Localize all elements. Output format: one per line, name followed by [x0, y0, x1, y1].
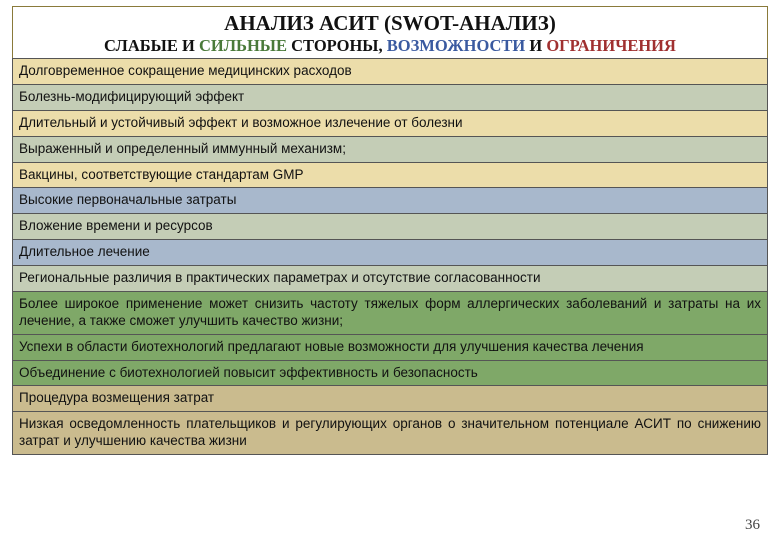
table-cell: Успехи в области биотехнологий предлагаю…	[13, 334, 768, 360]
table-row: Более широкое применение может снизить ч…	[13, 291, 768, 334]
table-row: Болезнь-модифицирующий эффект	[13, 84, 768, 110]
table-row: Успехи в области биотехнологий предлагаю…	[13, 334, 768, 360]
subtitle-sep1: И	[178, 36, 199, 55]
table-row: Вакцины, соответствующие стандартам GMP	[13, 162, 768, 188]
table-row: Региональные различия в практических пар…	[13, 266, 768, 292]
table-cell: Долговременное сокращение медицинских ра…	[13, 59, 768, 85]
table-row: Длительный и устойчивый эффект и возможн…	[13, 110, 768, 136]
table-cell: Длительный и устойчивый эффект и возможн…	[13, 110, 768, 136]
table-cell: Высокие первоначальные затраты	[13, 188, 768, 214]
table-row: Высокие первоначальные затраты	[13, 188, 768, 214]
table-row: Объединение с биотехнологией повысит эфф…	[13, 360, 768, 386]
sub-title: СЛАБЫЕ И СИЛЬНЫЕ СТОРОНЫ, ВОЗМОЖНОСТИ И …	[19, 36, 761, 56]
table-row: Долговременное сокращение медицинских ра…	[13, 59, 768, 85]
table-row: Вложение времени и ресурсов	[13, 214, 768, 240]
subtitle-strong: СИЛЬНЫЕ	[199, 36, 287, 55]
table-cell: Длительное лечение	[13, 240, 768, 266]
page-number: 36	[745, 517, 760, 534]
table-cell: Выраженный и определенный иммунный механ…	[13, 136, 768, 162]
table-row: Длительное лечение	[13, 240, 768, 266]
subtitle-sep2: И	[525, 36, 546, 55]
table-cell: Процедура возмещения затрат	[13, 386, 768, 412]
table-row: Низкая осведомленность плательщиков и ре…	[13, 412, 768, 455]
subtitle-threat: ОГРАНИЧЕНИЯ	[546, 36, 676, 55]
subtitle-weak: СЛАБЫЕ	[104, 36, 178, 55]
table-cell: Низкая осведомленность плательщиков и ре…	[13, 412, 768, 455]
table-row: Процедура возмещения затрат	[13, 386, 768, 412]
table-cell: Болезнь-модифицирующий эффект	[13, 84, 768, 110]
table-cell: Региональные различия в практических пар…	[13, 266, 768, 292]
subtitle-mid: СТОРОНЫ,	[287, 36, 387, 55]
table-cell: Вакцины, соответствующие стандартам GMP	[13, 162, 768, 188]
swot-table: Долговременное сокращение медицинских ра…	[12, 58, 768, 455]
subtitle-opp: ВОЗМОЖНОСТИ	[387, 36, 526, 55]
slide: АНАЛИЗ АСИТ (SWOT-АНАЛИЗ) СЛАБЫЕ И СИЛЬН…	[12, 6, 768, 455]
main-title: АНАЛИЗ АСИТ (SWOT-АНАЛИЗ)	[19, 11, 761, 36]
table-cell: Более широкое применение может снизить ч…	[13, 291, 768, 334]
title-area: АНАЛИЗ АСИТ (SWOT-АНАЛИЗ) СЛАБЫЕ И СИЛЬН…	[12, 6, 768, 58]
table-row: Выраженный и определенный иммунный механ…	[13, 136, 768, 162]
table-cell: Вложение времени и ресурсов	[13, 214, 768, 240]
table-cell: Объединение с биотехнологией повысит эфф…	[13, 360, 768, 386]
